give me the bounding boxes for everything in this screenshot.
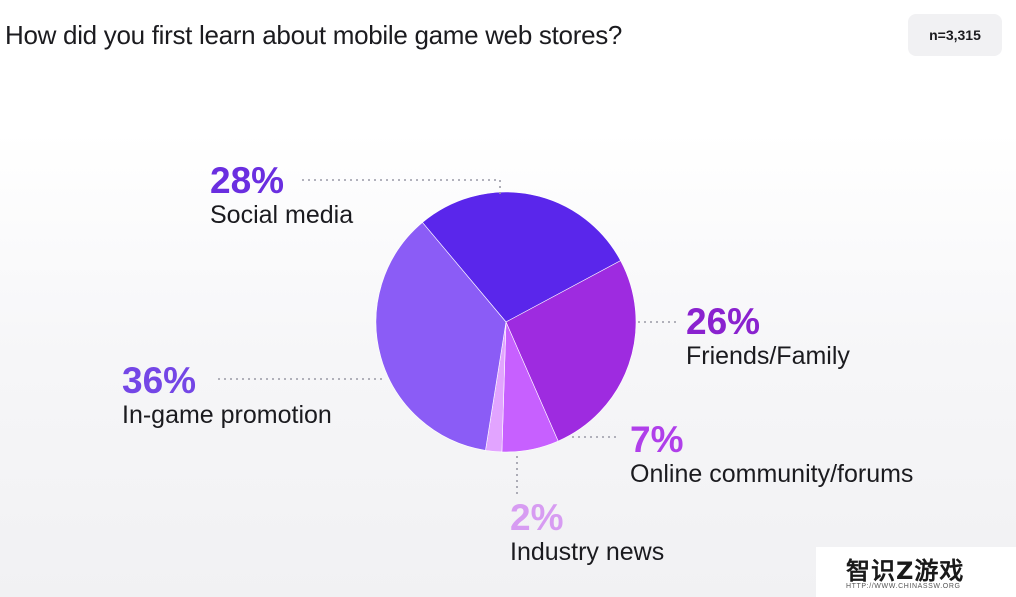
slice-labels: 28%Social media 26%Friends/Family 7%Online… [122, 160, 913, 566]
watermark-logo: 智识Z游戏 HTTP://WWW.CHINASSW.ORG [816, 547, 1016, 597]
pie-slice-social-media [422, 191, 621, 323]
pie-slices [375, 191, 637, 453]
leader-line [302, 179, 501, 194]
slice-percent-label: 2% [510, 497, 563, 538]
slice-category-label: Industry news [510, 538, 664, 566]
chart-title: How did you first learn about mobile gam… [5, 20, 623, 50]
slice-category-label: Social media [210, 201, 353, 229]
watermark-url: HTTP://WWW.CHINASSW.ORG [846, 583, 961, 590]
slice-percent-label: 36% [122, 360, 196, 401]
slice-percent-label: 28% [210, 160, 284, 201]
slice-category-label: In-game promotion [122, 401, 332, 429]
slice-category-label: Friends/Family [686, 342, 850, 370]
watermark-brand: 智识Z游戏 [846, 557, 965, 585]
slice-percent-label: 7% [630, 419, 683, 460]
pie-slice-in-game-promotion [375, 221, 507, 451]
sample-size-badge: n=3,315 [908, 14, 1002, 56]
leader-lines [218, 179, 678, 497]
slice-category-label: Online community/forums [630, 460, 913, 488]
slice-percent-label: 26% [686, 301, 760, 342]
